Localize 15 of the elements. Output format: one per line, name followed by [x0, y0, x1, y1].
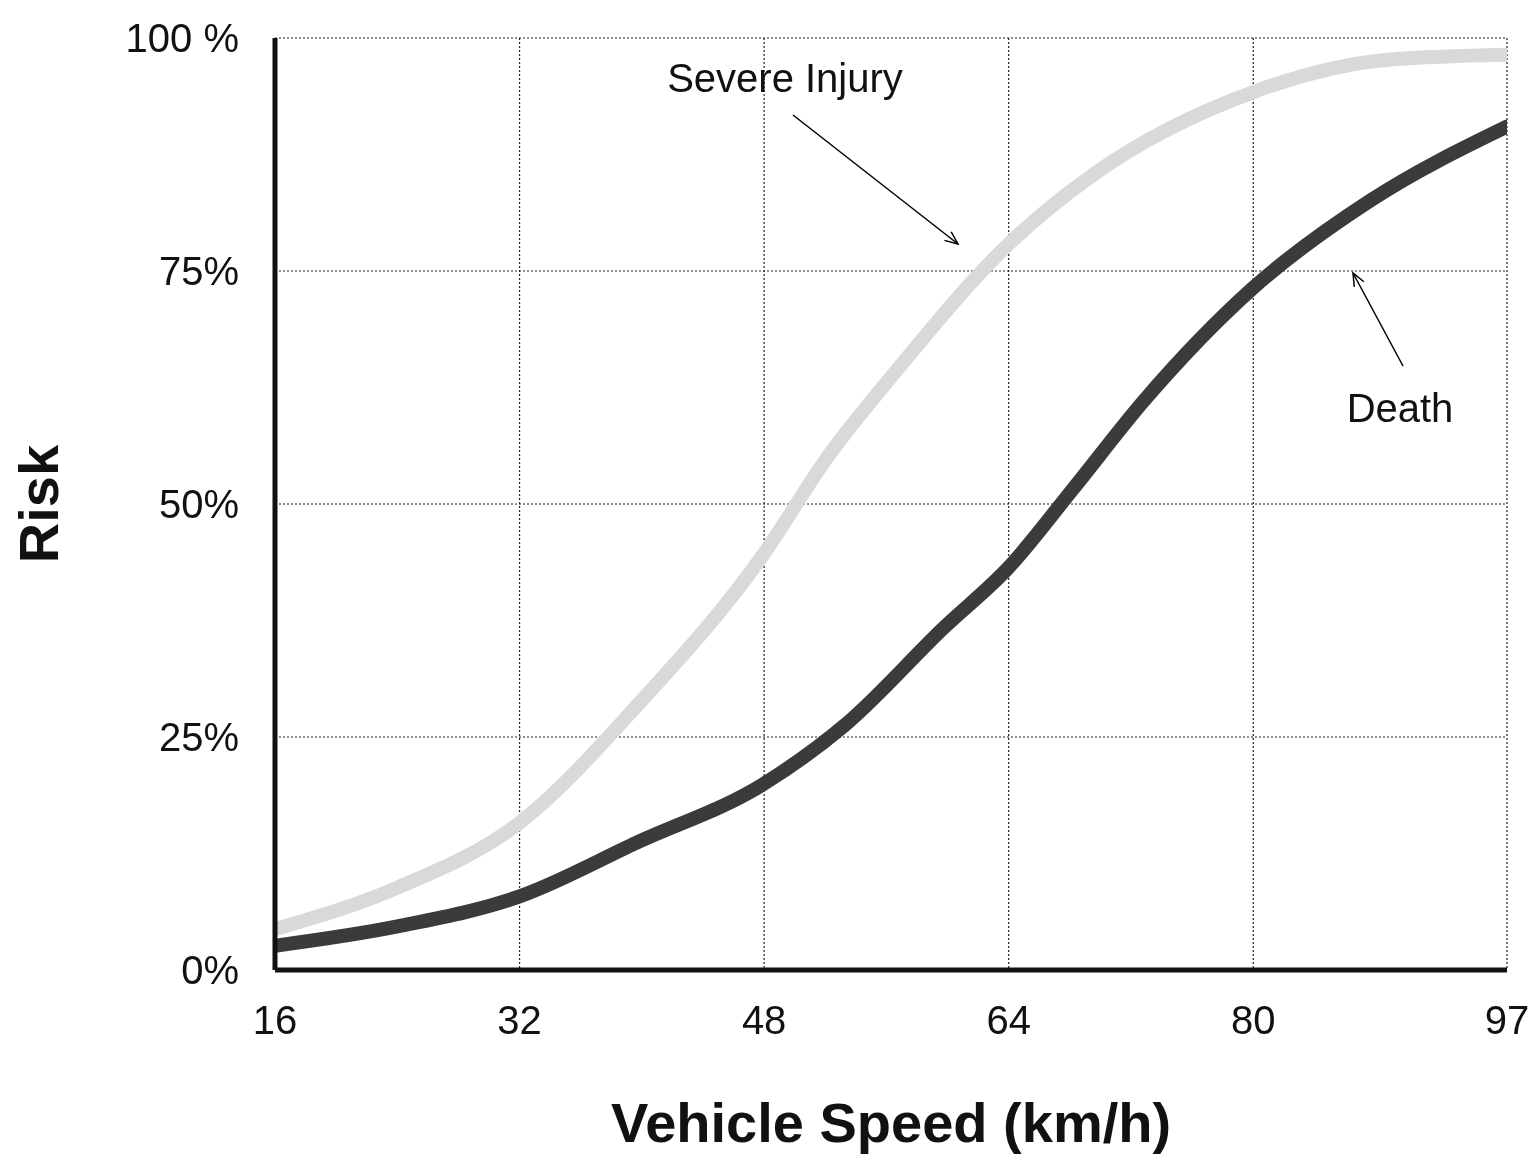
- y-tick-label: 75%: [158, 249, 239, 294]
- y-tick-label: 100 %: [125, 16, 239, 61]
- y-tick-label: 0%: [181, 948, 239, 993]
- y-axis-title: Risk: [7, 444, 70, 564]
- x-tick-label: 97: [1484, 998, 1530, 1043]
- x-tick-label: 48: [741, 998, 787, 1043]
- x-tick-label: 16: [252, 998, 298, 1043]
- y-tick-label: 25%: [158, 715, 239, 760]
- x-tick-label: 32: [497, 998, 542, 1043]
- x-tick-label: 80: [1231, 998, 1276, 1043]
- x-tick-label: 64: [986, 998, 1031, 1043]
- annotation: Severe Injury: [667, 56, 903, 100]
- x-axis-title: Vehicle Speed (km/h): [610, 1091, 1172, 1154]
- annotation: Death: [1346, 386, 1454, 430]
- y-tick-label: 50%: [158, 482, 239, 527]
